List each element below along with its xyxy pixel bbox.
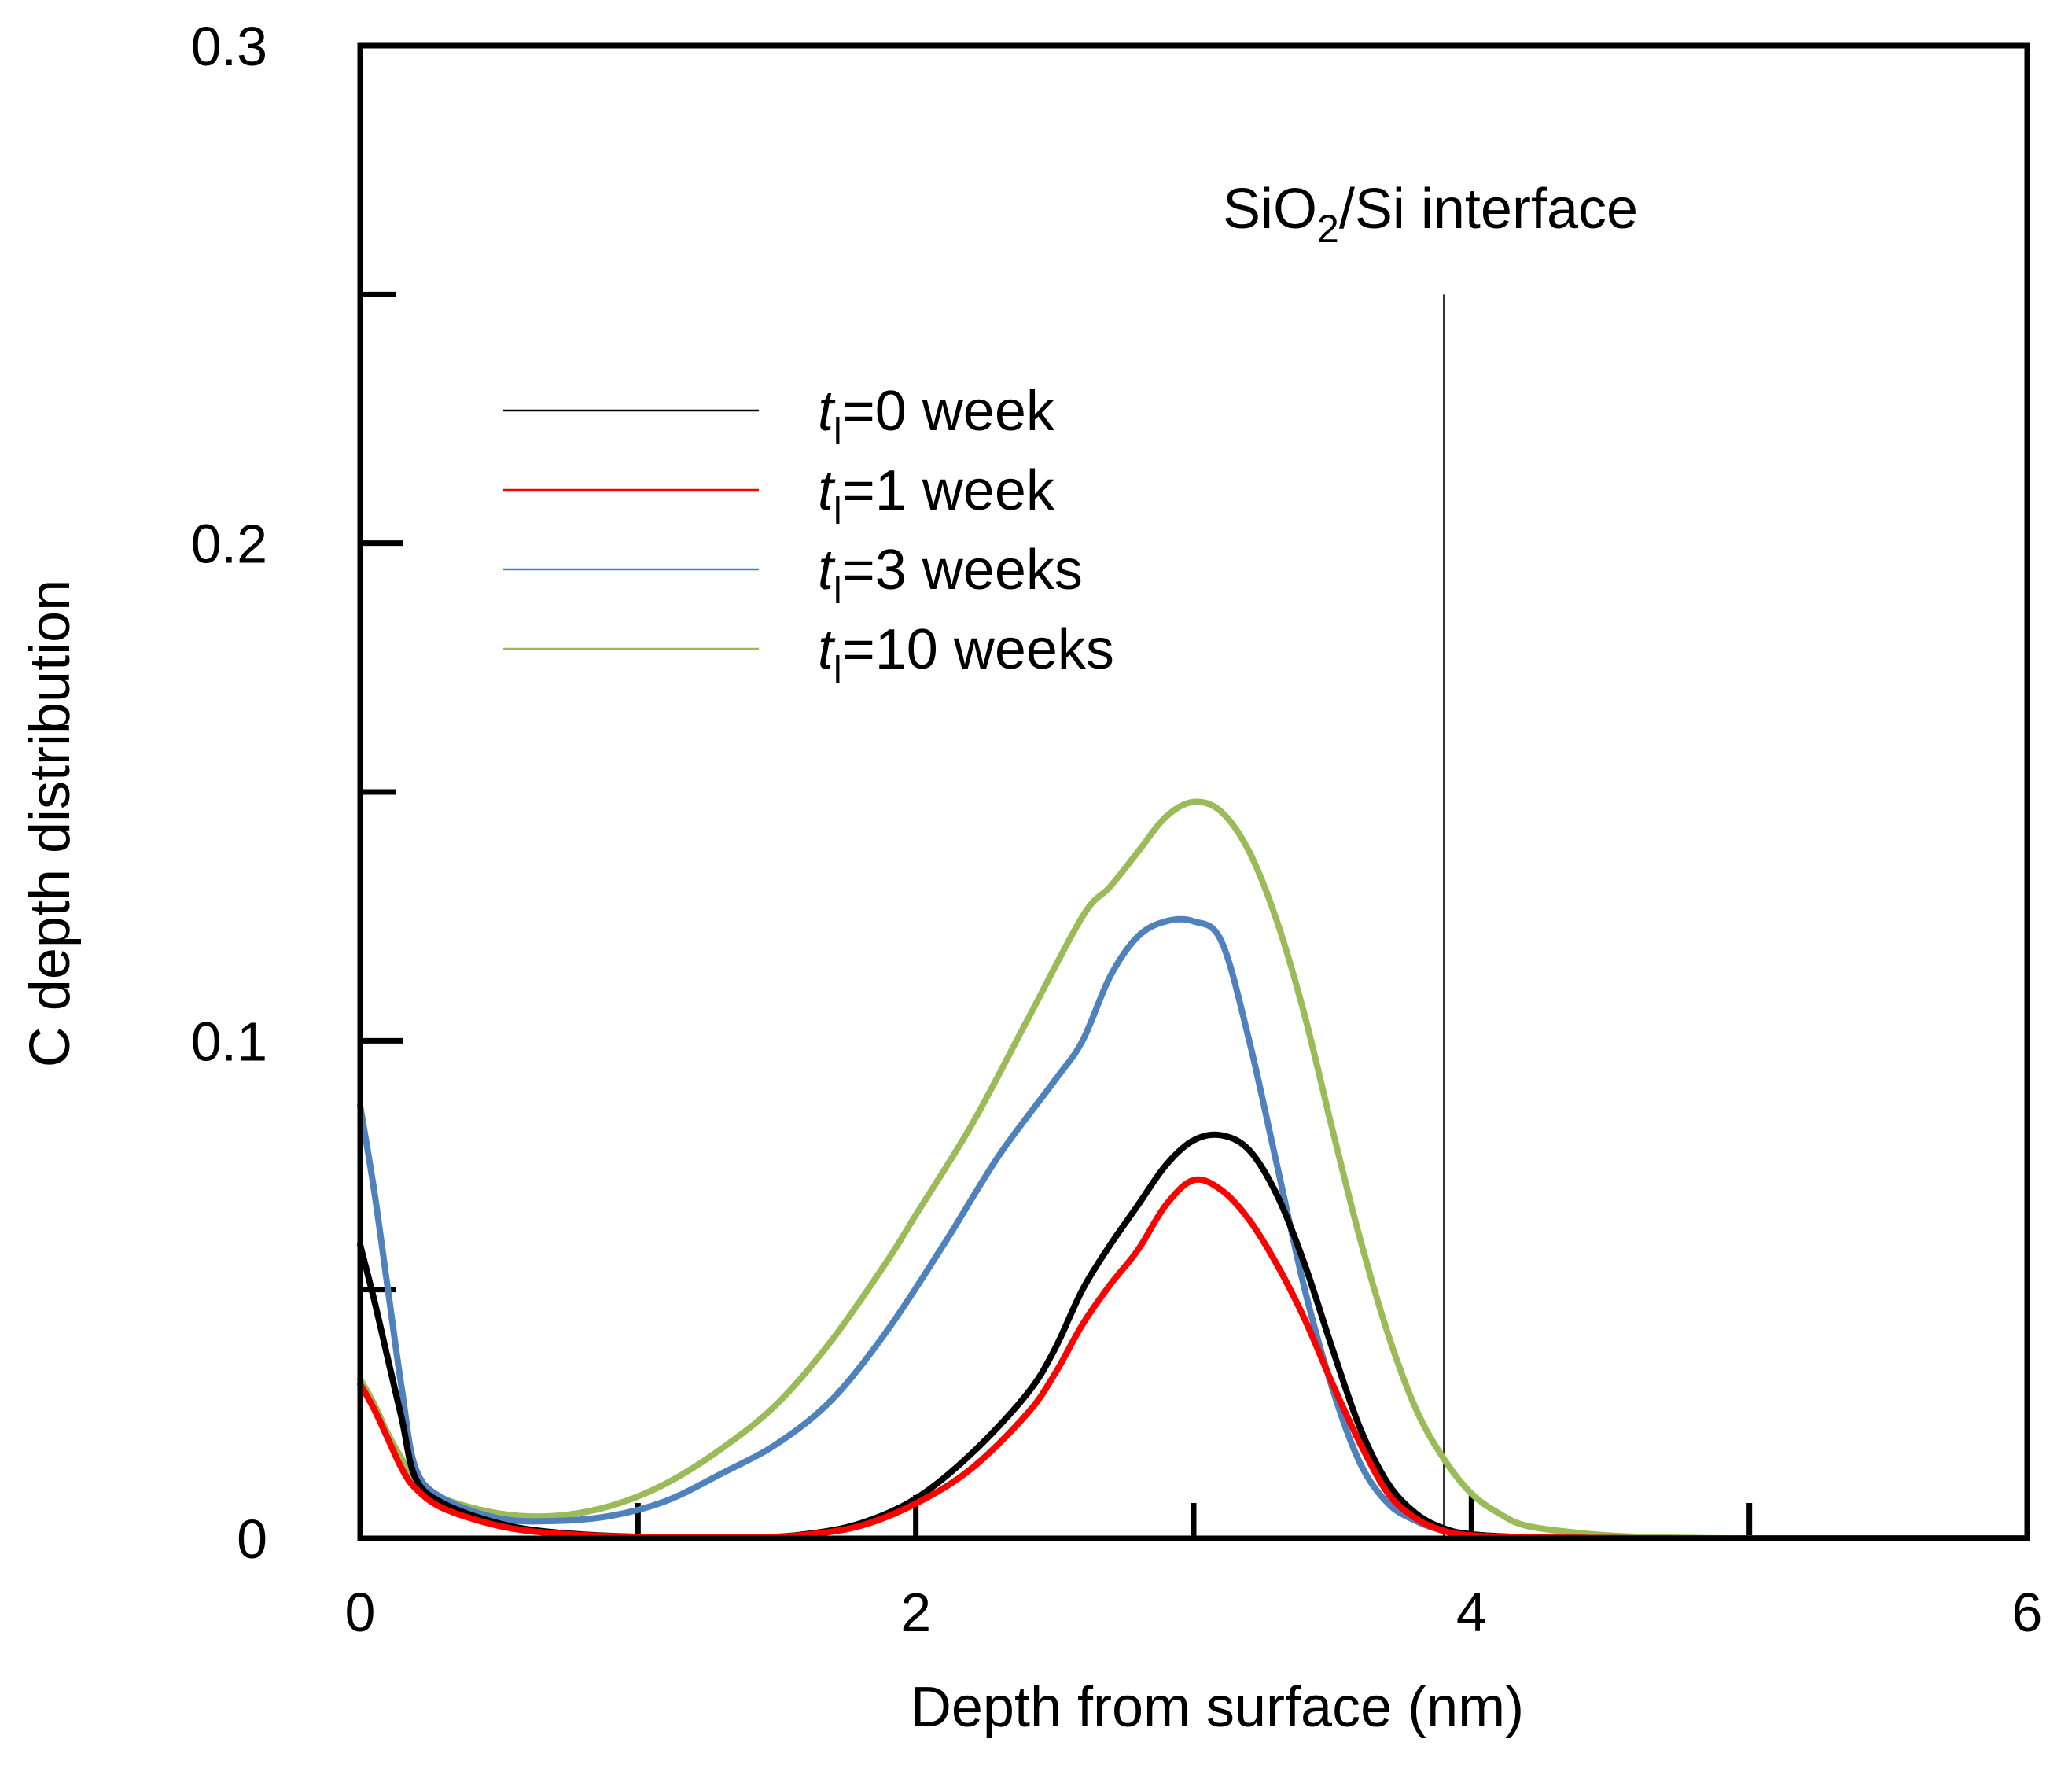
- x-tick-label: 2: [900, 1582, 931, 1643]
- y-tick-label: 0.3: [191, 16, 267, 77]
- tick-labels: 0 2 4 6 0 0.1 0.2 0.3: [191, 16, 2043, 1643]
- tick-marks: [360, 291, 1753, 1538]
- x-axis-label: Depth from surface (nm): [911, 1676, 1524, 1739]
- interface-label: SiO2/Si interface: [1223, 178, 1638, 251]
- legend-label-3: tl=10 weeks: [818, 618, 1114, 691]
- legend-label-2: tl=3 weeks: [818, 539, 1083, 612]
- y-axis-label: C depth distribution: [19, 580, 82, 1067]
- x-tick-label: 0: [345, 1582, 376, 1643]
- y-tick-label: 0.2: [191, 514, 267, 575]
- x-tick-label: 6: [2012, 1582, 2043, 1643]
- plot-area-frame: [357, 42, 2030, 1541]
- interface-annotation: SiO2/Si interface: [1223, 178, 1638, 1538]
- x-tick-label: 4: [1456, 1582, 1487, 1643]
- series-line-3: [357, 798, 2030, 1542]
- legend-label-0: tl=0 week: [818, 380, 1055, 453]
- y-tick-label: 0.1: [191, 1011, 267, 1072]
- y-tick-label: 0: [237, 1508, 267, 1570]
- legend-label-1: tl=1 week: [818, 459, 1055, 532]
